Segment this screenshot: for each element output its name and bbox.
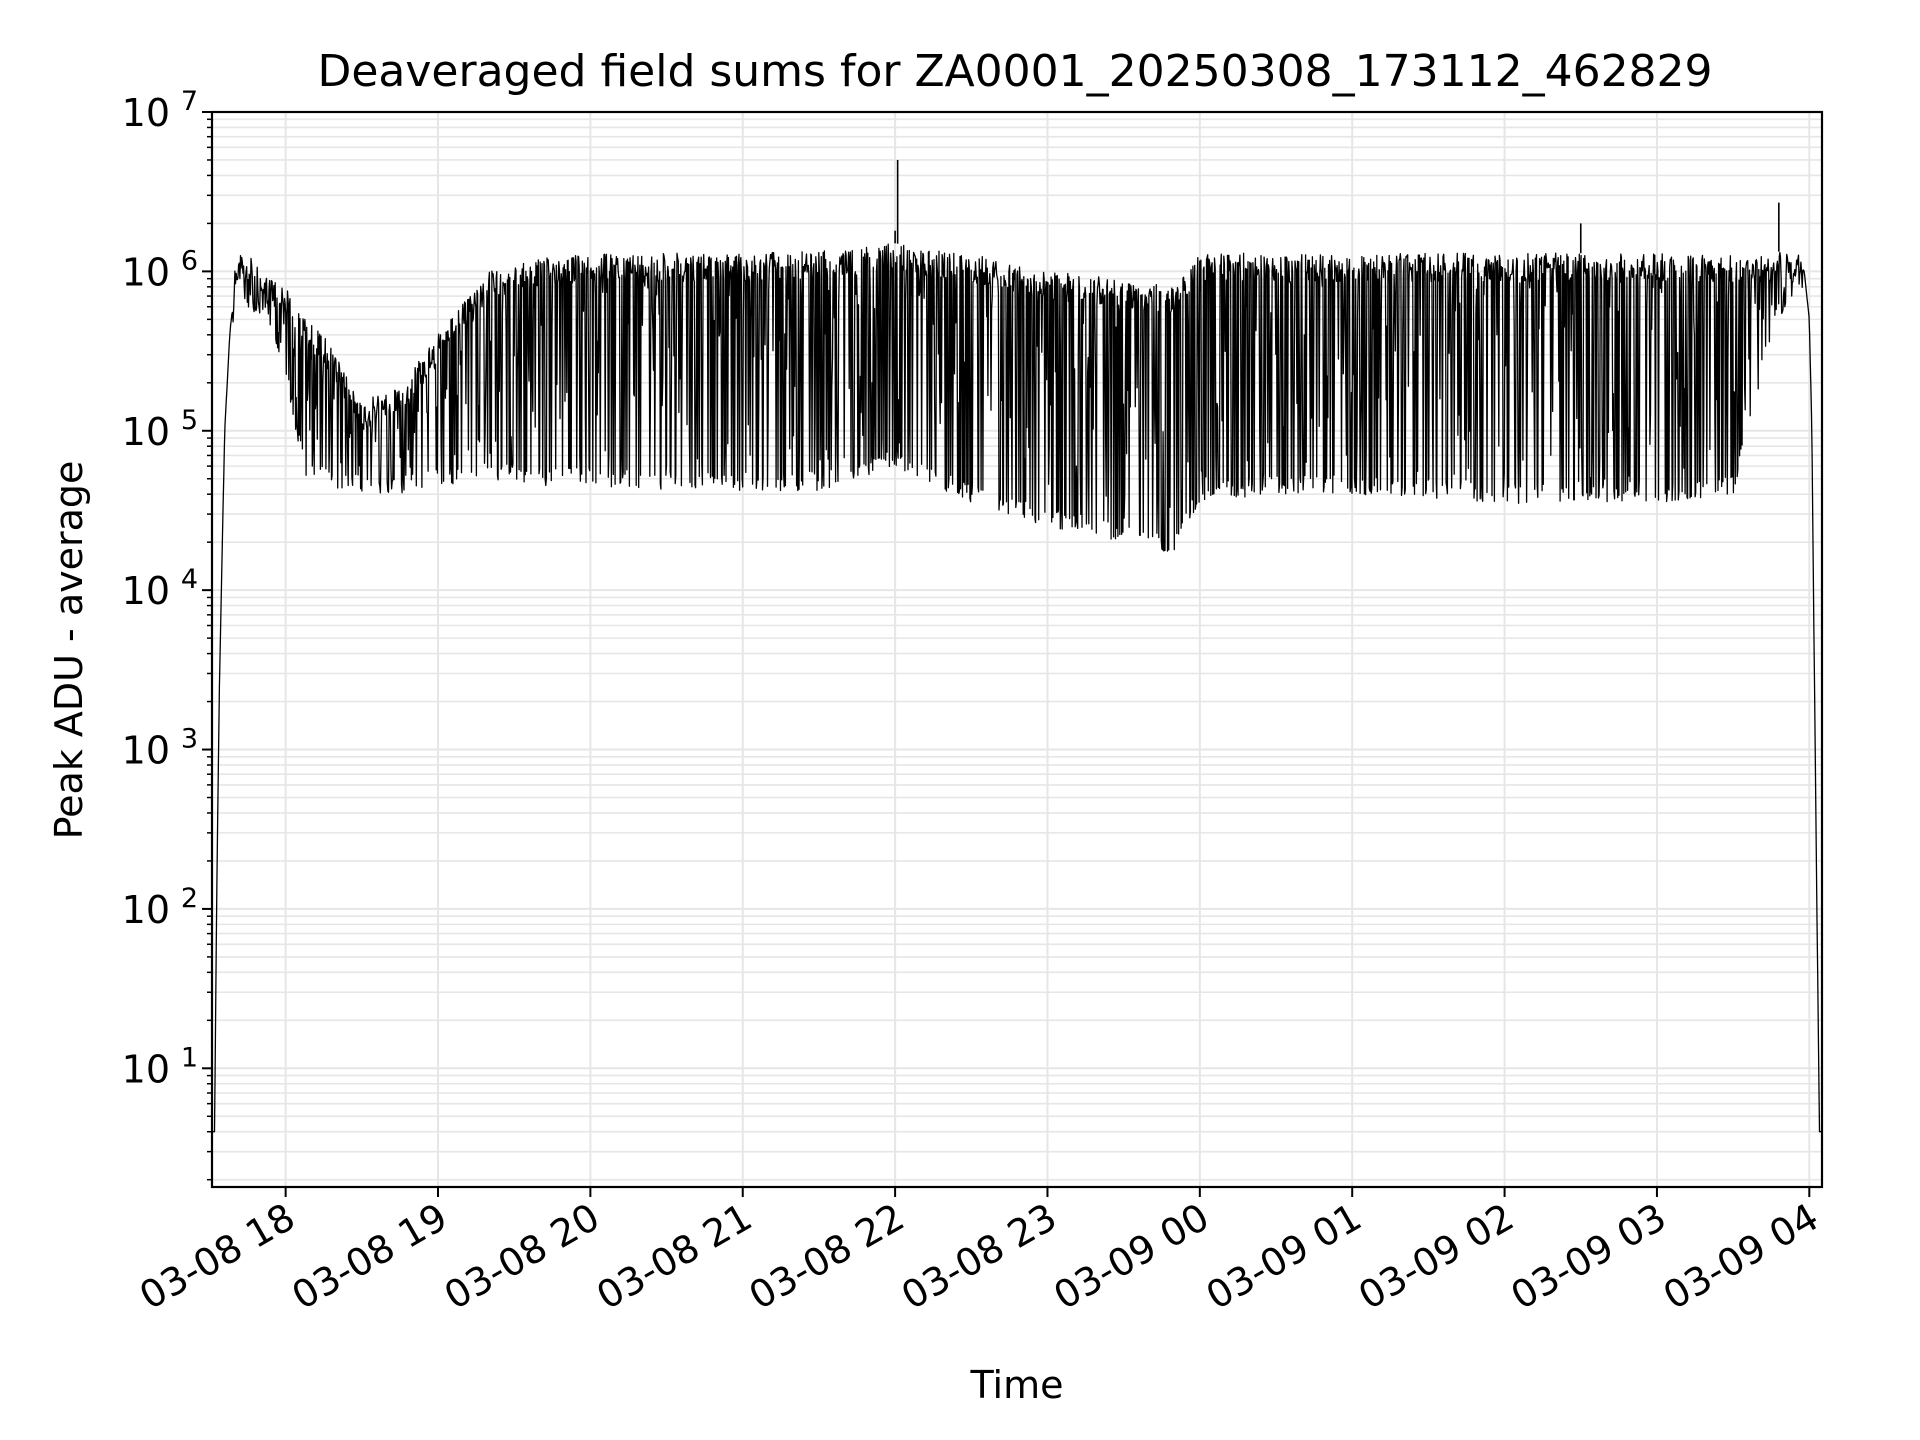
y-tick-label: 10	[122, 729, 170, 773]
y-tick-label: 10	[122, 1047, 170, 1091]
axes-frame	[210, 110, 1824, 1189]
chart-title: Deaveraged field sums for ZA0001_2025030…	[317, 46, 1712, 97]
y-tick-label: 10	[122, 569, 170, 613]
y-tick-exponent: 1	[181, 1042, 198, 1073]
y-axis: 10 1 10 2 10 3 10 4 10 5 10 6 10 7	[122, 86, 212, 1181]
y-tick-exponent: 3	[181, 724, 198, 755]
series-line	[211, 243, 1823, 1133]
grid-layer	[212, 111, 1822, 1187]
y-tick-exponent: 4	[181, 564, 198, 595]
y-tick-exponent: 5	[181, 405, 198, 436]
y-tick-exponent: 7	[181, 86, 198, 117]
x-axis-label: Time	[970, 1363, 1064, 1407]
y-tick-exponent: 6	[181, 245, 198, 276]
y-tick-label: 10	[122, 410, 170, 454]
series-layer	[211, 159, 1823, 1133]
y-tick-label: 10	[122, 250, 170, 294]
y-tick-exponent: 2	[181, 883, 198, 914]
y-axis-label: Peak ADU - average	[47, 461, 91, 840]
y-tick-label: 10	[122, 888, 170, 932]
y-tick-label: 10	[122, 91, 170, 135]
